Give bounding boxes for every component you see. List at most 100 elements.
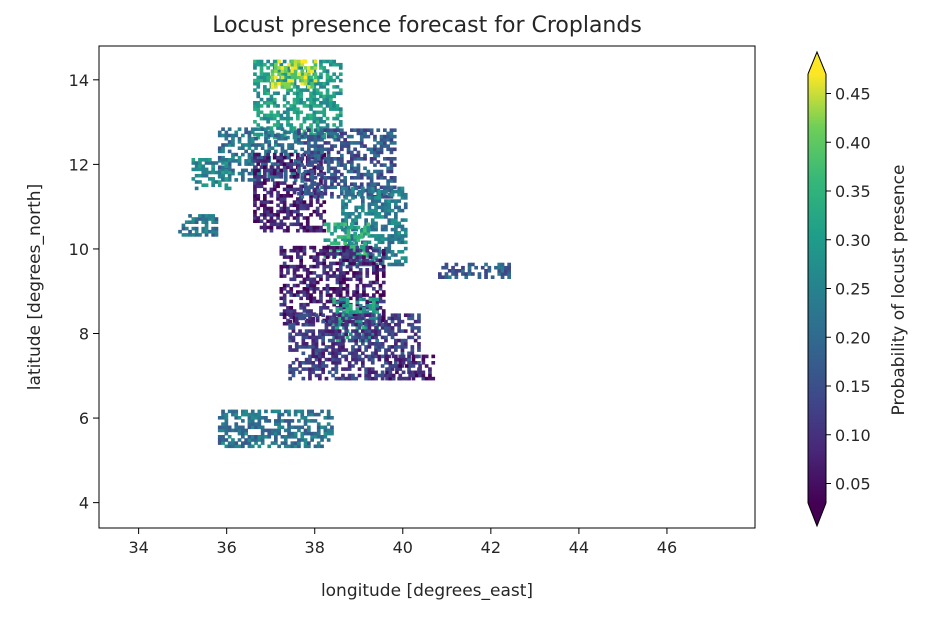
heatmap-cell bbox=[274, 441, 278, 445]
heatmap-cell bbox=[370, 367, 375, 371]
heatmap-cell bbox=[344, 196, 349, 200]
heatmap-cell bbox=[329, 107, 333, 111]
heatmap-cell bbox=[358, 280, 363, 285]
heatmap-cell bbox=[389, 195, 394, 199]
heatmap-cell bbox=[283, 441, 288, 445]
heatmap-cell bbox=[461, 265, 465, 270]
heatmap-cell bbox=[325, 123, 330, 127]
heatmap-cell bbox=[346, 150, 351, 155]
heatmap-cell bbox=[301, 345, 306, 349]
heatmap-cell bbox=[358, 319, 363, 324]
heatmap-cell bbox=[444, 275, 449, 279]
heatmap-cell bbox=[376, 169, 381, 174]
heatmap-cell bbox=[332, 252, 336, 256]
heatmap-cell bbox=[279, 225, 284, 230]
heatmap-cell bbox=[310, 412, 314, 417]
heatmap-cell bbox=[354, 332, 359, 337]
heatmap-cell bbox=[311, 361, 316, 365]
heatmap-cell bbox=[315, 91, 320, 96]
heatmap-cell bbox=[340, 141, 344, 145]
heatmap-cell bbox=[313, 176, 318, 180]
heatmap-cell bbox=[320, 128, 324, 132]
heatmap-cell bbox=[363, 144, 367, 148]
heatmap-cell bbox=[250, 143, 255, 147]
heatmap-cell bbox=[279, 159, 284, 163]
heatmap-cell bbox=[408, 364, 412, 368]
heatmap-cell bbox=[309, 225, 313, 230]
heatmap-cell bbox=[257, 435, 262, 439]
heatmap-cell bbox=[335, 245, 340, 250]
heatmap-cell bbox=[292, 91, 297, 96]
heatmap-cell bbox=[347, 240, 352, 245]
heatmap-cell bbox=[312, 94, 317, 99]
heatmap-cell bbox=[388, 373, 393, 378]
heatmap-cell bbox=[308, 376, 312, 381]
heatmap-cell bbox=[288, 367, 292, 371]
heatmap-cell bbox=[224, 158, 229, 162]
heatmap-cell bbox=[327, 329, 332, 333]
heatmap-cell bbox=[346, 169, 351, 174]
heatmap-cell bbox=[319, 152, 323, 157]
heatmap-cell bbox=[351, 227, 355, 232]
heatmap-cell bbox=[269, 206, 274, 211]
heatmap-cell bbox=[316, 134, 321, 139]
heatmap-cell bbox=[410, 370, 415, 375]
heatmap-cell bbox=[326, 225, 331, 230]
heatmap-cell bbox=[286, 162, 290, 166]
heatmap-cell bbox=[302, 277, 307, 282]
heatmap-cell bbox=[227, 158, 232, 162]
heatmap-cell bbox=[353, 182, 357, 186]
heatmap-cell bbox=[274, 175, 278, 179]
heatmap-cell bbox=[264, 419, 268, 423]
heatmap-cell bbox=[387, 240, 392, 245]
heatmap-cell bbox=[259, 116, 264, 121]
heatmap-cell bbox=[214, 229, 219, 234]
heatmap-cell bbox=[370, 361, 375, 365]
heatmap-cell bbox=[224, 130, 229, 135]
heatmap-cell bbox=[336, 241, 341, 246]
heatmap-cell bbox=[375, 310, 379, 314]
heatmap-cell bbox=[363, 241, 367, 246]
heatmap-cell bbox=[345, 316, 350, 321]
heatmap-cell bbox=[279, 197, 284, 201]
heatmap-cell bbox=[303, 431, 308, 436]
heatmap-cell bbox=[373, 157, 377, 161]
heatmap-cell bbox=[474, 265, 478, 270]
heatmap-cell bbox=[338, 271, 343, 275]
heatmap-cell bbox=[397, 189, 401, 194]
heatmap-cell bbox=[250, 412, 255, 417]
heatmap-cell bbox=[367, 326, 372, 330]
heatmap-cell bbox=[400, 227, 405, 232]
heatmap-cell bbox=[310, 85, 314, 89]
heatmap-cell bbox=[319, 85, 323, 89]
heatmap-cell bbox=[365, 268, 370, 272]
heatmap-cell bbox=[312, 113, 317, 118]
heatmap-cell bbox=[321, 342, 325, 346]
heatmap-cell bbox=[359, 232, 364, 236]
heatmap-cell bbox=[303, 75, 308, 80]
heatmap-cell bbox=[322, 171, 327, 176]
heatmap-cell bbox=[287, 409, 291, 414]
heatmap-cell bbox=[421, 376, 426, 381]
heatmap-cell bbox=[334, 332, 339, 337]
heatmap-cell bbox=[377, 342, 382, 346]
heatmap-cell bbox=[184, 233, 189, 237]
heatmap-cell bbox=[304, 319, 309, 324]
heatmap-cell bbox=[331, 332, 335, 337]
heatmap-cell bbox=[373, 147, 377, 152]
heatmap-cell bbox=[253, 78, 257, 83]
heatmap-cell bbox=[364, 322, 368, 327]
heatmap-cell bbox=[299, 222, 303, 227]
heatmap-cell bbox=[332, 94, 336, 99]
heatmap-cell bbox=[346, 232, 351, 236]
heatmap-cell bbox=[305, 104, 310, 108]
heatmap-cell bbox=[374, 221, 378, 226]
heatmap-cell bbox=[309, 283, 313, 288]
heatmap-cell bbox=[299, 258, 303, 263]
heatmap-cell bbox=[247, 159, 252, 163]
heatmap-cell bbox=[354, 351, 359, 356]
heatmap-cell bbox=[377, 316, 382, 321]
heatmap-cell bbox=[332, 335, 336, 340]
heatmap-cell bbox=[274, 162, 278, 166]
heatmap-cell bbox=[368, 307, 373, 311]
